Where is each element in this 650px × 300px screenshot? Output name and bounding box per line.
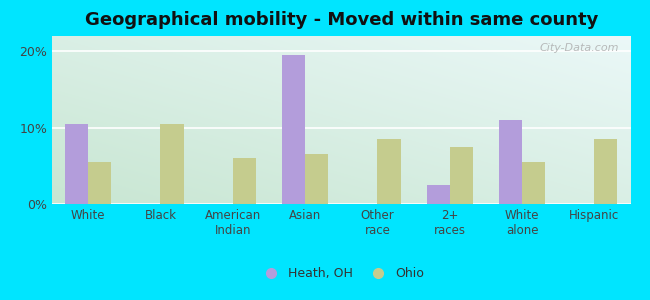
- Bar: [450, 147, 473, 204]
- Text: City-Data.com: City-Data.com: [540, 43, 619, 53]
- Bar: [522, 162, 545, 204]
- Bar: [594, 139, 618, 204]
- Bar: [426, 185, 450, 204]
- Bar: [88, 162, 111, 204]
- Bar: [161, 124, 183, 204]
- Bar: [305, 154, 328, 204]
- Bar: [282, 55, 305, 204]
- Bar: [499, 120, 522, 204]
- Legend: Heath, OH, Ohio: Heath, OH, Ohio: [253, 262, 430, 285]
- Bar: [65, 124, 88, 204]
- Bar: [233, 158, 256, 204]
- Bar: [378, 139, 400, 204]
- Title: Geographical mobility - Moved within same county: Geographical mobility - Moved within sam…: [84, 11, 598, 29]
